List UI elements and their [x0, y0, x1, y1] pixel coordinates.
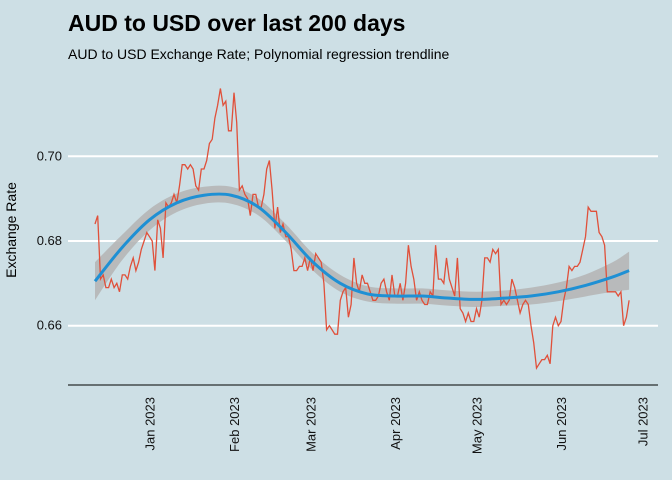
x-axis-ticks: Jan 2023 Feb 2023 Mar 2023 Apr 2023 May 2023… [143, 397, 651, 454]
x-tick-label: Jun 2023 [554, 397, 569, 451]
confidence-band-area [95, 185, 630, 308]
trendline-series [93, 192, 630, 301]
x-tick-label: Apr 2023 [388, 397, 403, 450]
x-tick-label: Jul 2023 [636, 397, 651, 446]
confidence-band [95, 185, 630, 308]
x-tick-label: Jan 2023 [143, 397, 158, 451]
x-tick-label: Feb 2023 [227, 397, 242, 452]
x-tick-label: Mar 2023 [303, 397, 318, 452]
y-axis-title: Exchange Rate [3, 182, 19, 278]
y-tick-label: 0.70 [37, 148, 62, 163]
y-tick-label: 0.66 [37, 318, 62, 333]
chart-subtitle: AUD to USD Exchange Rate; Polynomial reg… [68, 46, 450, 62]
trendline [93, 192, 630, 301]
gridlines [68, 155, 658, 327]
exchange-rate-line [94, 88, 630, 371]
chart-title: AUD to USD over last 200 days [68, 10, 406, 36]
y-axis-ticks: 0.66 0.68 0.70 [37, 148, 62, 332]
x-tick-label: May 2023 [470, 397, 485, 454]
y-tick-label: 0.68 [37, 233, 62, 248]
exchange-rate-series [94, 88, 630, 371]
